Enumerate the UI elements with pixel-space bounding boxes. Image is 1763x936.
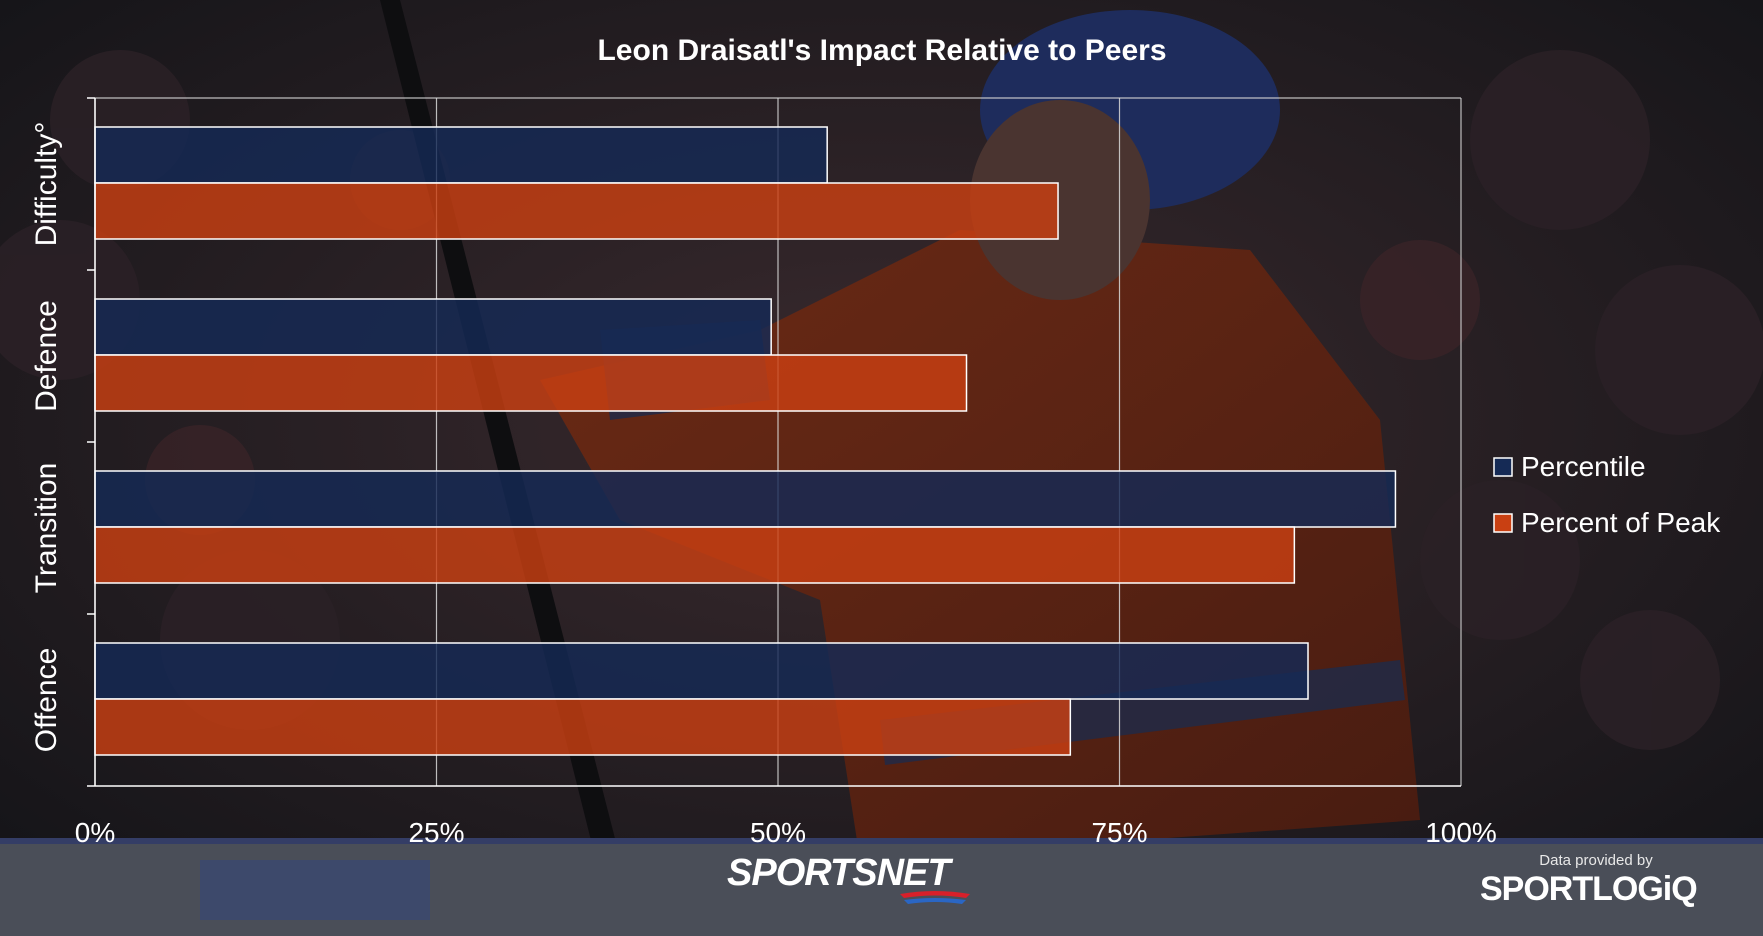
bar-percentile [94, 298, 772, 356]
x-tick-label: 25% [408, 817, 464, 848]
x-tick-label: 75% [1091, 817, 1147, 848]
y-category-label: Transition [30, 463, 63, 594]
legend-label: Percent of Peak [1521, 507, 1721, 538]
axes: 0% 25% 50% 75% 100% Difficulty° Defence Transit… [30, 97, 1497, 848]
bar-percentile [94, 126, 828, 184]
bar-percent-of-peak [94, 526, 1296, 584]
y-category-label: Difficulty° [30, 122, 63, 247]
bar-percentile [94, 642, 1309, 700]
bar-percent-of-peak [94, 182, 1059, 240]
bar-percent-of-peak [94, 354, 968, 412]
y-category-label: Offence [30, 648, 63, 753]
bars [94, 126, 1397, 756]
chart-title: Leon Draisatl's Impact Relative to Peers [597, 34, 1166, 67]
legend-label: Percentile [1521, 451, 1646, 482]
sportsnet-logo: SPORTSNET [727, 852, 951, 894]
x-tick-label: 100% [1425, 817, 1497, 848]
legend: Percentile Percent of Peak [1493, 451, 1721, 538]
bar-percent-of-peak [94, 698, 1072, 756]
sportlogiq-logo: SPORTLOGiQ [1480, 870, 1698, 908]
legend-swatch [1493, 457, 1513, 477]
bar-percentile [94, 470, 1397, 528]
sportsnet-swoosh-icon [900, 891, 970, 904]
x-tick-label: 0% [75, 817, 115, 848]
data-credit: Data provided by [1539, 852, 1653, 869]
x-tick-label: 50% [750, 817, 806, 848]
legend-swatch [1493, 513, 1513, 533]
y-category-label: Defence [30, 300, 63, 412]
